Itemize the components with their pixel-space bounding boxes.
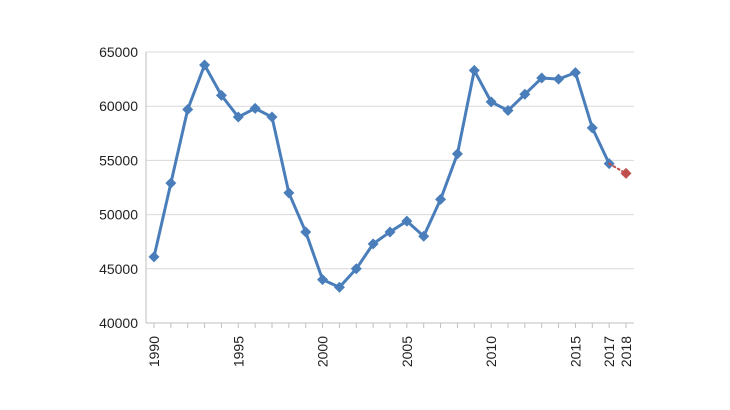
data-point-1996 [249, 102, 261, 114]
x-tick-label-2005: 2005 [399, 336, 415, 367]
data-point-2005 [401, 215, 413, 227]
data-point-2004 [384, 226, 396, 238]
data-point-2014 [553, 73, 565, 85]
axis-layer [145, 52, 634, 328]
x-tick-label-1990: 1990 [146, 336, 162, 367]
y-tick-label-60000: 60000 [99, 98, 138, 114]
data-point-1995 [232, 111, 244, 123]
data-point-1997 [266, 111, 278, 123]
data-point-2013 [536, 72, 548, 84]
data-point-2016 [586, 122, 598, 134]
x-tick-label-2018: 2018 [618, 336, 634, 367]
x-tick-label-2000: 2000 [315, 336, 331, 367]
data-point-1999 [300, 226, 312, 238]
series-line-0 [152, 63, 611, 289]
data-point-2001 [333, 281, 345, 293]
data-point-2008 [451, 148, 463, 160]
y-tick-label-45000: 45000 [99, 261, 138, 277]
data-point-2007 [435, 193, 447, 205]
series-layer [148, 59, 632, 293]
y-tick-label-55000: 55000 [99, 152, 138, 168]
x-tick-label-1995: 1995 [230, 336, 246, 367]
data-point-1994 [215, 89, 227, 101]
data-point-2011 [502, 105, 514, 117]
data-point-1998 [283, 187, 295, 199]
data-point-2002 [350, 263, 362, 275]
data-point-2006 [418, 230, 430, 242]
y-tick-label-65000: 65000 [99, 44, 138, 60]
x-tick-label-2010: 2010 [483, 336, 499, 367]
data-point-1992 [182, 103, 194, 115]
data-point-2000 [317, 274, 329, 286]
y-tick-label-40000: 40000 [99, 315, 138, 331]
data-point-2018 [620, 167, 632, 179]
data-point-1993 [199, 59, 211, 71]
data-point-2010 [485, 96, 497, 108]
x-tick-label-2015: 2015 [567, 336, 583, 367]
data-point-2009 [468, 64, 480, 76]
data-point-1990 [148, 251, 160, 263]
data-point-2015 [569, 67, 581, 79]
data-point-2012 [519, 88, 531, 100]
data-point-1991 [165, 177, 177, 189]
x-tick-label-2017: 2017 [601, 336, 617, 367]
y-tick-label-50000: 50000 [99, 207, 138, 223]
data-point-2003 [367, 238, 379, 250]
label-layer: 40000 45000 50000 55000 60000 65000 1990 1995 20… [99, 44, 634, 367]
